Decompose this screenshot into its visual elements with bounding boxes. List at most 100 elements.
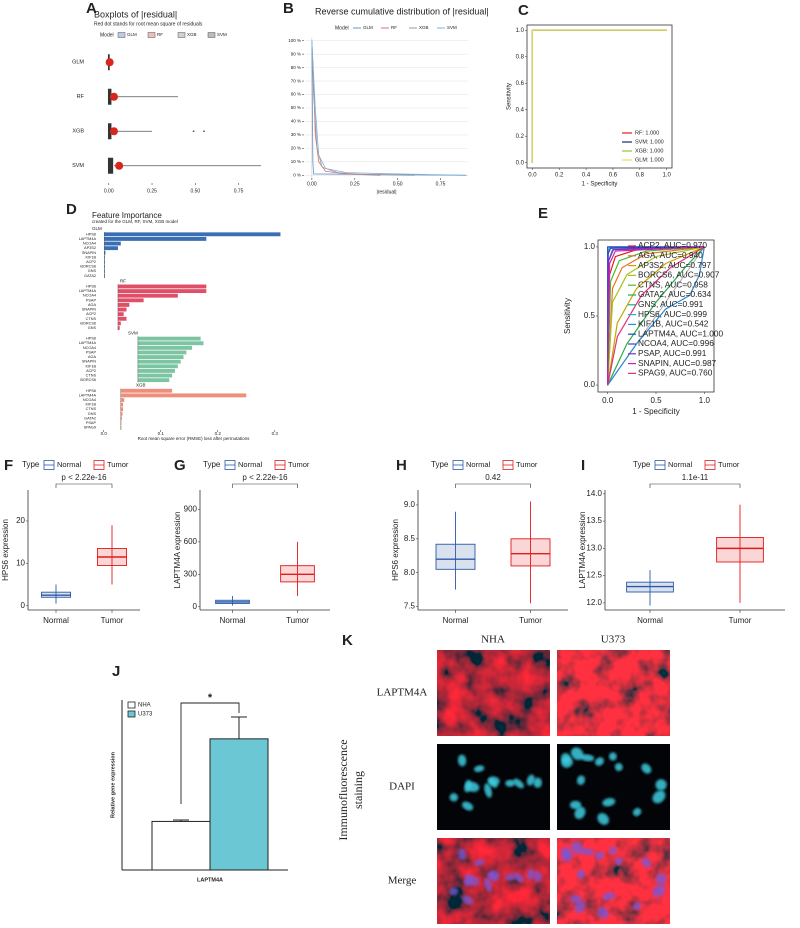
nucleus-merge	[513, 872, 524, 883]
series-line	[607, 246, 705, 386]
y-tick-label: ACP2	[86, 369, 96, 373]
series-line	[311, 40, 415, 176]
y-tick-label: 10	[16, 558, 25, 567]
nucleus	[632, 807, 642, 817]
bar	[104, 269, 105, 274]
x-tick-label: 0.75	[234, 188, 244, 194]
bar	[104, 232, 281, 237]
legend-title: Model	[100, 32, 114, 38]
y-tick-label: 20	[16, 516, 25, 525]
x-tick-label: 1.0	[662, 173, 671, 179]
legend-label: Tumor	[516, 460, 538, 469]
chart-title: Feature Importance	[92, 211, 162, 220]
row-label: Merge	[388, 875, 417, 887]
nucleus	[505, 779, 516, 787]
bar	[104, 264, 105, 269]
y-tick-label: PSAP	[86, 350, 97, 354]
nucleus-merge	[595, 851, 604, 860]
series-line	[531, 29, 667, 163]
panel-letter: E	[538, 205, 548, 222]
legend-label: GLM	[363, 25, 373, 30]
x-tick-label: Normal	[43, 616, 69, 625]
p-value-label: p < 2.22e-16	[61, 473, 107, 482]
bar	[117, 302, 130, 307]
series-line	[607, 246, 705, 386]
image-grid	[437, 650, 670, 924]
y-tick-label: 7.5	[404, 602, 416, 611]
nucleus	[457, 754, 467, 767]
panel-letter: D	[66, 201, 77, 218]
series-line	[311, 40, 467, 176]
x-tick-label: 0.8	[636, 173, 645, 179]
y-tick-label: 90 %	[291, 51, 301, 56]
y-tick-label: 0.5	[584, 311, 596, 320]
y-tick-label: 8.0	[404, 568, 416, 577]
y-axis-label: Sensitivity	[563, 298, 572, 334]
x-tick-label: 0.50	[393, 181, 403, 187]
y-tick-label: HPS6	[86, 232, 96, 236]
panel-strip-label: RF	[120, 278, 126, 283]
x-tick-label: Normal	[220, 616, 246, 625]
legend-label: RF	[391, 25, 397, 30]
legend-label: AP3S2, AUC=0.797	[638, 260, 711, 270]
legend-swatch	[117, 32, 126, 38]
panel-letter: H	[396, 457, 407, 474]
y-tick-label: HPS6	[86, 284, 96, 288]
x-tick-label: Tumor	[519, 616, 542, 625]
y-tick-label: NCOA4	[83, 398, 96, 402]
bar	[104, 255, 105, 260]
y-tick-label: NCOA4	[83, 294, 96, 298]
bar	[117, 293, 178, 298]
y-axis-label: LAPTM4A expression	[578, 512, 587, 589]
y-tick-label: KIF1B	[85, 403, 96, 407]
legend-label: Normal	[57, 460, 82, 469]
x-tick-label: Normal	[443, 616, 469, 625]
outlier	[192, 130, 195, 133]
nucleus-merge	[655, 873, 667, 885]
nucleus-merge	[561, 850, 573, 862]
y-tick-label: AGA	[88, 355, 96, 359]
y-axis-label: HPS6 expression	[391, 519, 400, 581]
y-tick-label: SNAPIN	[82, 360, 96, 364]
bar	[104, 260, 105, 264]
legend-label: AGA, AUC=0.940	[638, 250, 703, 260]
row-label: DAPI	[389, 781, 415, 793]
x-tick-label: Normal	[637, 616, 663, 625]
nucleus-merge	[488, 870, 500, 880]
y-tick-label: ACP2	[86, 260, 96, 264]
nucleus-merge	[464, 873, 472, 887]
comparison-bracket	[55, 483, 113, 488]
bar	[117, 298, 144, 303]
legend-label: SPAG9, AUC=0.760	[638, 368, 713, 378]
bar	[209, 738, 269, 871]
panel-letter: B	[283, 0, 294, 17]
bar	[104, 273, 105, 278]
nucleus-merge	[576, 869, 586, 880]
nucleus	[473, 765, 485, 773]
nucleus	[488, 776, 500, 786]
y-tick-label: 8.5	[404, 534, 416, 543]
y-tick-label: CTNS	[86, 407, 97, 411]
bar	[120, 393, 247, 398]
box	[510, 538, 551, 567]
panel-letter: G	[174, 457, 186, 474]
nucleus	[574, 806, 586, 820]
x-tick-label: 0.2	[555, 173, 564, 179]
y-tick-label: GNS	[88, 269, 97, 273]
panel-strip-label: SVM	[128, 330, 138, 335]
legend-swatch	[127, 710, 136, 718]
nucleus-merge	[462, 895, 474, 905]
x-tick-label: 0.25	[147, 188, 157, 194]
y-tick-label: 13.0	[586, 543, 602, 552]
nucleus	[597, 813, 609, 825]
x-tick-label: 0.6	[609, 173, 618, 179]
y-tick-label: CTNS	[86, 317, 97, 321]
bar	[120, 411, 123, 416]
nucleus-merge	[457, 848, 467, 861]
y-tick-label: AP3S2	[84, 246, 96, 250]
legend-swatch	[207, 32, 216, 38]
x-tick-label: 0.0	[528, 173, 537, 179]
x-tick-label: 0.0	[101, 431, 108, 436]
panel-letter: I	[581, 457, 585, 474]
